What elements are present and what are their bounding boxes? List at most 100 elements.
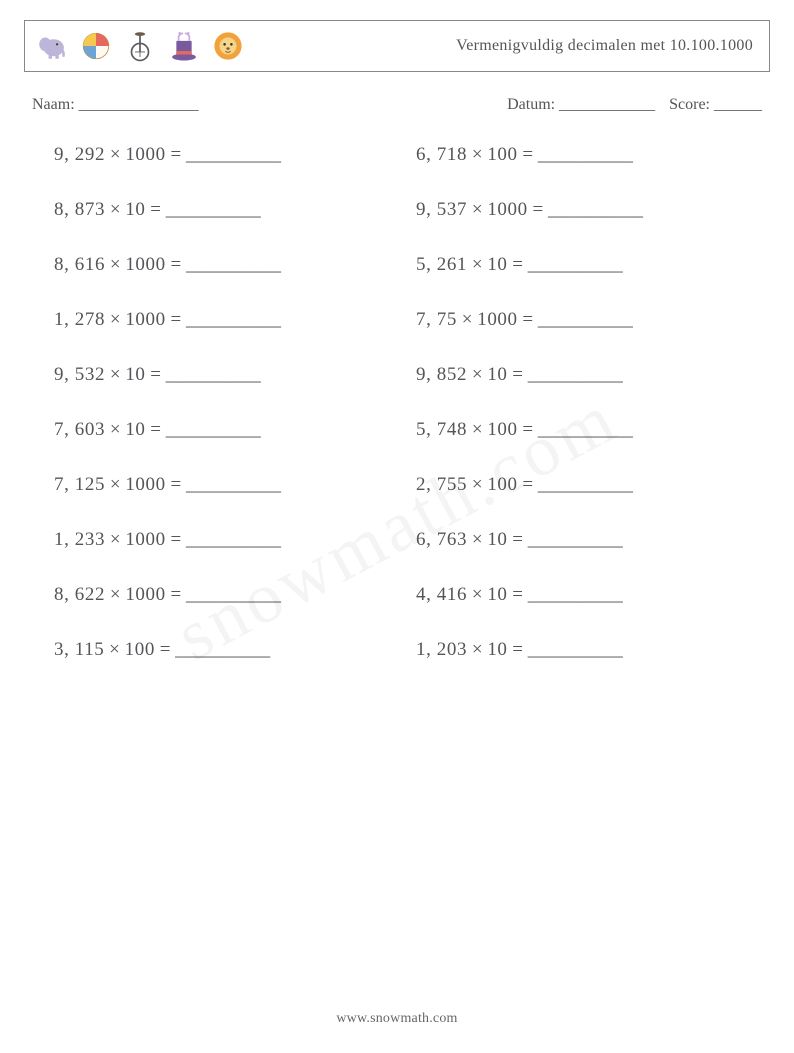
problem-item: 9, 537 × 1000 = __________ [416,199,758,221]
problem-item: 4, 416 × 10 = __________ [416,584,758,606]
problem-item: 9, 532 × 10 = __________ [54,364,396,386]
operand-b: 10 [125,364,145,385]
operand-b: 10 [487,639,507,660]
operand-a: 6, 763 [416,529,467,550]
problem-item: 7, 75 × 1000 = __________ [416,309,758,331]
operand-a: 6, 718 [416,144,467,165]
operand-b: 10 [487,529,507,550]
times-sign: × [110,144,121,165]
answer-blank: __________ [538,419,633,440]
times-sign: × [472,254,483,275]
times-sign: × [472,144,483,165]
answer-blank: __________ [186,144,281,165]
answer-blank: __________ [186,474,281,495]
operand-a: 1, 278 [54,309,105,330]
unicycle-icon [123,29,157,63]
answer-blank: __________ [538,144,633,165]
operand-a: 9, 852 [416,364,467,385]
answer-blank: __________ [166,199,261,220]
operand-a: 8, 622 [54,584,105,605]
times-sign: × [110,254,121,275]
operand-b: 10 [487,584,507,605]
times-sign: × [110,309,121,330]
score-field: Score: ______ [669,96,762,114]
operand-a: 5, 748 [416,419,467,440]
answer-blank: __________ [166,419,261,440]
name-label: Naam: [32,96,75,113]
times-sign: × [110,529,121,550]
footer-url: www.snowmath.com [0,1011,794,1027]
operand-b: 1000 [125,584,165,605]
operand-a: 7, 125 [54,474,105,495]
name-field: Naam: _______________ [32,96,199,114]
operand-b: 1000 [125,254,165,275]
problem-item: 8, 616 × 1000 = __________ [54,254,396,276]
answer-blank: __________ [538,474,633,495]
operand-b: 1000 [125,144,165,165]
answer-blank: __________ [528,584,623,605]
times-sign: × [472,529,483,550]
operand-a: 7, 603 [54,419,105,440]
times-sign: × [472,419,483,440]
problem-item: 6, 718 × 100 = __________ [416,144,758,166]
elephant-icon [35,29,69,63]
answer-blank: __________ [548,199,643,220]
answer-blank: __________ [538,309,633,330]
problem-item: 5, 748 × 100 = __________ [416,419,758,441]
times-sign: × [110,474,121,495]
operand-a: 1, 233 [54,529,105,550]
times-sign: × [472,474,483,495]
answer-blank: __________ [528,639,623,660]
ball-icon [79,29,113,63]
hat-icon [167,29,201,63]
date-label: Datum: [507,96,555,113]
operand-b: 10 [487,364,507,385]
operand-b: 100 [125,639,155,660]
times-sign: × [110,419,121,440]
answer-blank: __________ [186,309,281,330]
times-sign: × [462,309,473,330]
answer-blank: __________ [186,254,281,275]
problem-item: 3, 115 × 100 = __________ [54,639,396,661]
problems-grid: 9, 292 × 1000 = __________ 6, 718 × 100 =… [54,144,758,661]
times-sign: × [109,639,120,660]
problem-item: 9, 292 × 1000 = __________ [54,144,396,166]
answer-blank: __________ [528,254,623,275]
operand-a: 4, 416 [416,584,467,605]
score-label: Score: [669,96,710,113]
times-sign: × [110,584,121,605]
operand-a: 7, 75 [416,309,457,330]
times-sign: × [472,639,483,660]
name-blank: _______________ [79,96,199,113]
problem-item: 1, 278 × 1000 = __________ [54,309,396,331]
operand-a: 3, 115 [54,639,104,660]
answer-blank: __________ [166,364,261,385]
worksheet-title: Vermenigvuldig decimalen met 10.100.1000 [456,37,759,55]
operand-b: 1000 [125,309,165,330]
operand-a: 2, 755 [416,474,467,495]
operand-a: 9, 292 [54,144,105,165]
operand-a: 8, 873 [54,199,105,220]
date-field: Datum: ____________ [507,96,655,114]
operand-b: 10 [125,199,145,220]
problem-item: 9, 852 × 10 = __________ [416,364,758,386]
problem-item: 8, 622 × 1000 = __________ [54,584,396,606]
operand-b: 1000 [125,529,165,550]
operand-b: 10 [125,419,145,440]
operand-b: 100 [487,419,517,440]
operand-b: 10 [487,254,507,275]
lion-icon [211,29,245,63]
operand-b: 1000 [477,309,517,330]
times-sign: × [472,199,483,220]
operand-b: 1000 [487,199,527,220]
operand-b: 100 [487,474,517,495]
operand-a: 9, 532 [54,364,105,385]
problem-item: 6, 763 × 10 = __________ [416,529,758,551]
answer-blank: __________ [528,364,623,385]
answer-blank: __________ [528,529,623,550]
header-icons [35,29,245,63]
times-sign: × [110,364,121,385]
operand-a: 1, 203 [416,639,467,660]
times-sign: × [110,199,121,220]
times-sign: × [472,584,483,605]
